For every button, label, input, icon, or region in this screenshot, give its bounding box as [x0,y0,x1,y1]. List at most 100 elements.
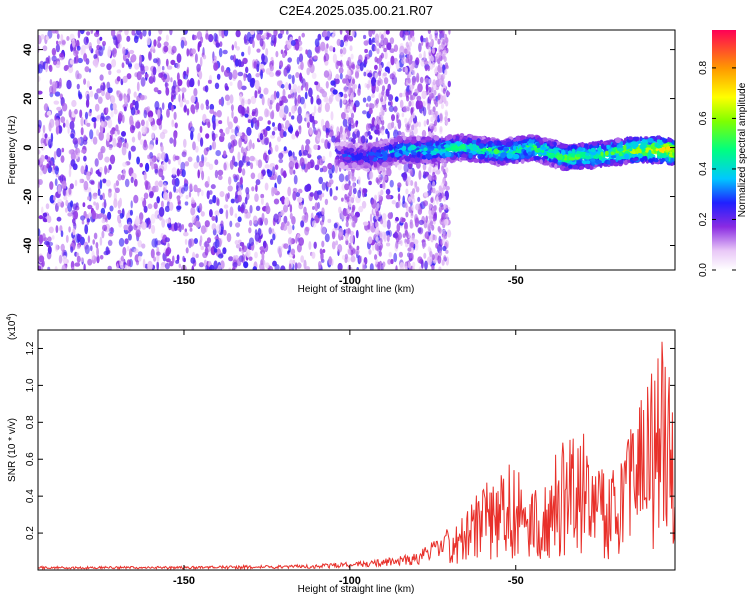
noise-cell [213,32,218,42]
noise-cell [38,179,43,185]
noise-cell [438,227,442,234]
noise-cell [40,154,45,163]
signal-cell [479,155,484,160]
noise-cell [173,131,178,139]
noise-cell [147,219,152,230]
noise-cell [283,67,288,77]
noise-cell [180,161,186,171]
noise-cell [84,244,90,255]
noise-cell [239,177,243,185]
noise-cell [78,91,82,99]
noise-cell [122,46,126,56]
noise-cell [397,199,401,208]
noise-cell [82,139,88,145]
noise-cell [434,165,438,171]
noise-cell [140,77,146,87]
noise-cell [96,247,99,257]
noise-cell [286,30,289,35]
noise-cell [255,184,258,193]
noise-cell [445,37,449,44]
noise-cell [245,192,250,201]
noise-cell [432,181,436,188]
noise-cell [264,108,269,118]
noise-cell [86,122,91,127]
noise-cell [215,150,221,157]
noise-cell [90,167,93,175]
noise-cell [241,51,245,57]
noise-cell [401,57,407,65]
noise-cell [184,201,189,206]
noise-cell [269,71,275,78]
noise-cell [147,203,153,210]
noise-cell [53,150,57,160]
noise-cell [130,200,133,209]
noise-cell [40,142,45,151]
noise-cell [395,265,398,270]
noise-cell [89,129,94,140]
noise-cell [324,233,330,243]
noise-cell [133,178,138,187]
noise-cell [288,244,292,253]
noise-cell [99,36,103,41]
noise-cell [371,76,376,87]
noise-cell [363,40,369,46]
noise-cell [122,75,128,83]
noise-cell [389,48,395,54]
noise-cell [255,73,260,78]
noise-cell [139,139,144,145]
noise-cell [234,213,238,218]
noise-cell [173,185,177,193]
noise-cell [332,47,336,53]
noise-cell [443,195,447,202]
noise-cell [243,261,249,269]
noise-cell [345,235,349,241]
noise-cell [75,202,79,208]
noise-cell [112,137,117,148]
noise-cell [219,128,224,134]
noise-cell [229,159,234,170]
noise-cell [83,53,88,62]
noise-cell [324,36,330,41]
noise-cell [257,116,264,122]
noise-cell [410,212,414,219]
noise-cell [248,139,253,150]
noise-cell [347,131,351,138]
noise-cell [324,198,329,206]
noise-cell [56,216,62,222]
noise-cell [396,114,399,124]
noise-cell [130,106,136,116]
noise-cell [369,263,374,270]
noise-cell [275,70,281,77]
noise-cell [42,45,48,52]
noise-cell [405,188,409,195]
noise-cell [58,254,63,264]
noise-cell [405,211,409,218]
noise-cell [323,53,330,62]
noise-cell [198,70,203,80]
noise-cell [411,77,416,86]
noise-cell [345,74,349,81]
noise-cell [209,209,213,218]
noise-cell [49,118,55,128]
noise-cell [339,30,343,35]
noise-cell [241,85,247,91]
noise-cell [368,107,373,115]
noise-cell [229,220,233,228]
noise-cell [351,30,355,37]
noise-cell [198,160,205,168]
noise-cell [270,238,274,245]
noise-cell [208,163,214,170]
noise-cell [128,61,133,70]
noise-cell [399,99,404,109]
noise-cell [380,218,384,225]
noise-cell [152,66,157,76]
signal-cell [671,140,675,145]
noise-cell [345,113,349,120]
noise-cell [94,158,99,167]
noise-cell [171,167,177,176]
noise-cell [198,41,202,48]
noise-cell [257,160,261,166]
noise-cell [143,171,147,181]
noise-cell [48,226,54,234]
noise-cell [39,170,43,176]
